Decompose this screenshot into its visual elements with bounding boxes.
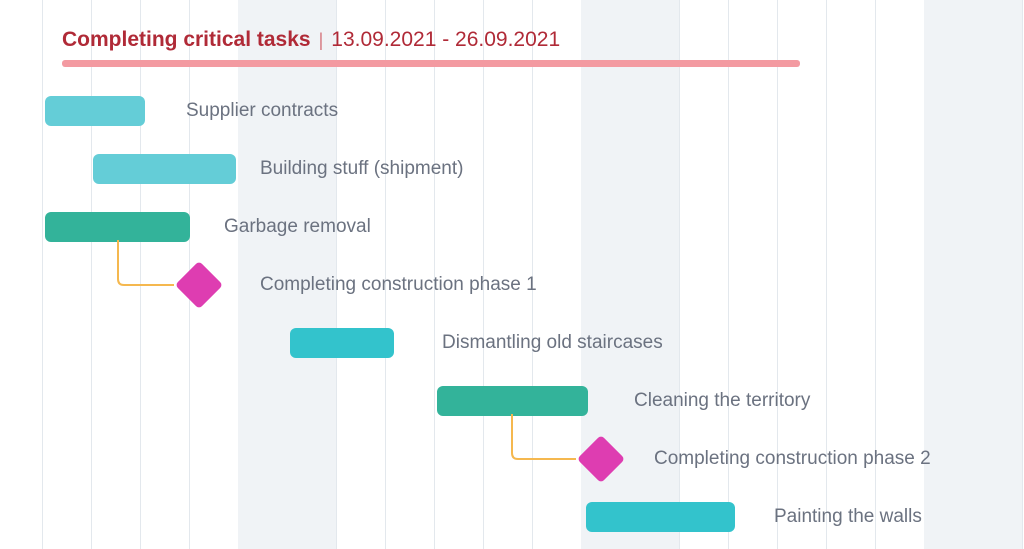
task-label: Dismantling old staircases xyxy=(442,332,663,354)
header-progress-bar xyxy=(62,60,800,67)
task-label: Garbage removal xyxy=(224,216,371,238)
gantt-row: Completing construction phase 1 xyxy=(0,256,1024,314)
gantt-row: Garbage removal xyxy=(0,198,1024,256)
task-label: Completing construction phase 1 xyxy=(260,274,537,296)
task-label: Completing construction phase 2 xyxy=(654,448,931,470)
task-bar[interactable] xyxy=(93,154,236,184)
gantt-chart: Completing critical tasks | 13.09.2021 -… xyxy=(0,0,1024,549)
milestone-diamond[interactable] xyxy=(175,261,223,309)
task-bar[interactable] xyxy=(45,212,190,242)
header-title: Completing critical tasks xyxy=(62,28,311,52)
task-label: Building stuff (shipment) xyxy=(260,158,463,180)
task-label: Cleaning the territory xyxy=(634,390,810,412)
task-bar[interactable] xyxy=(290,328,394,358)
task-bar[interactable] xyxy=(45,96,145,126)
header-separator: | xyxy=(319,30,324,51)
gantt-row: Completing construction phase 2 xyxy=(0,430,1024,488)
milestone-diamond[interactable] xyxy=(577,435,625,483)
task-label: Painting the walls xyxy=(774,506,922,528)
gantt-header: Completing critical tasks | 13.09.2021 -… xyxy=(62,28,800,67)
gantt-row: Cleaning the territory xyxy=(0,372,1024,430)
gantt-row: Building stuff (shipment) xyxy=(0,140,1024,198)
task-label: Supplier contracts xyxy=(186,100,338,122)
gantt-row: Dismantling old staircases xyxy=(0,314,1024,372)
task-bar[interactable] xyxy=(586,502,735,532)
header-date-range: 13.09.2021 - 26.09.2021 xyxy=(331,28,560,52)
gantt-row: Painting the walls xyxy=(0,488,1024,546)
gantt-row: Supplier contracts xyxy=(0,82,1024,140)
task-bar[interactable] xyxy=(437,386,588,416)
